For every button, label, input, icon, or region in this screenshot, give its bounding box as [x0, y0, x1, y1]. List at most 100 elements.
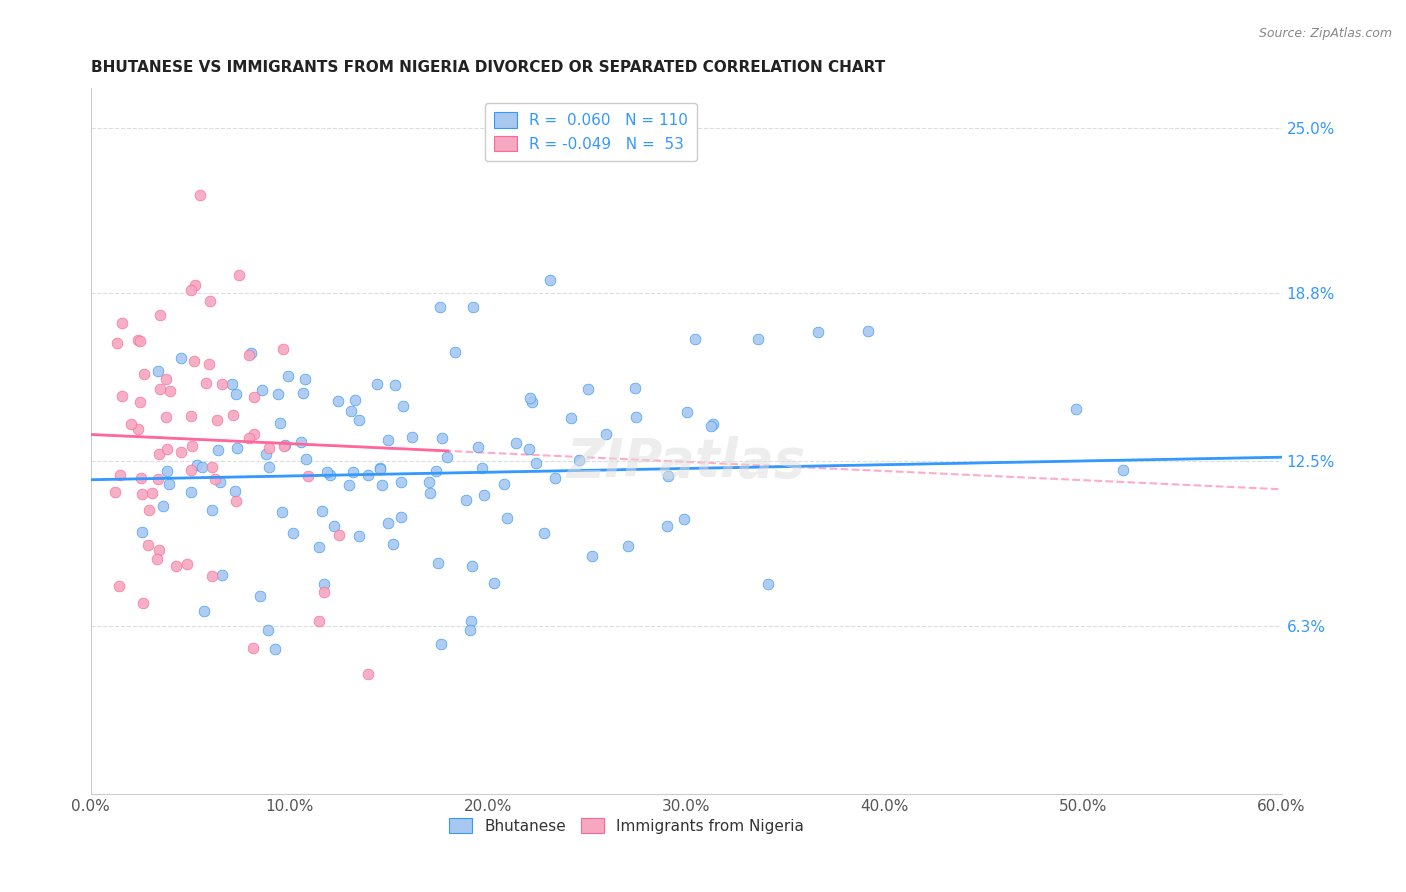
- Point: [193, 604, 215, 618]
- Point: [188, 187, 211, 202]
- Point: [311, 504, 333, 518]
- Point: [460, 623, 482, 637]
- Point: [243, 390, 266, 404]
- Point: [155, 372, 177, 386]
- Point: [1066, 401, 1088, 416]
- Point: [238, 348, 260, 362]
- Point: [225, 387, 247, 401]
- Point: [1112, 463, 1135, 477]
- Point: [389, 509, 412, 524]
- Point: [419, 486, 441, 500]
- Point: [700, 418, 723, 433]
- Point: [271, 505, 294, 519]
- Point: [467, 440, 489, 454]
- Point: [430, 431, 453, 445]
- Point: [146, 551, 169, 566]
- Point: [655, 519, 678, 533]
- Point: [368, 462, 391, 476]
- Text: BHUTANESE VS IMMIGRANTS FROM NIGERIA DIVORCED OR SEPARATED CORRELATION CHART: BHUTANESE VS IMMIGRANTS FROM NIGERIA DIV…: [90, 60, 884, 75]
- Point: [519, 391, 541, 405]
- Point: [401, 430, 423, 444]
- Point: [581, 549, 603, 564]
- Point: [129, 395, 152, 409]
- Point: [747, 333, 769, 347]
- Point: [198, 294, 221, 309]
- Point: [131, 524, 153, 539]
- Point: [430, 637, 453, 651]
- Point: [207, 413, 229, 427]
- Point: [208, 475, 231, 490]
- Point: [672, 512, 695, 526]
- Point: [134, 368, 156, 382]
- Point: [366, 376, 388, 391]
- Point: [377, 516, 399, 530]
- Point: [533, 526, 555, 541]
- Point: [242, 641, 264, 656]
- Point: [294, 372, 316, 386]
- Point: [292, 385, 315, 400]
- Point: [156, 464, 179, 478]
- Point: [259, 441, 281, 455]
- Point: [538, 273, 561, 287]
- Point: [127, 422, 149, 436]
- Point: [267, 387, 290, 401]
- Point: [294, 452, 316, 467]
- Point: [461, 559, 484, 574]
- Point: [273, 439, 295, 453]
- Point: [103, 484, 125, 499]
- Point: [436, 450, 458, 464]
- Point: [204, 472, 226, 486]
- Point: [254, 447, 277, 461]
- Point: [323, 519, 346, 533]
- Point: [222, 408, 245, 422]
- Point: [505, 436, 527, 450]
- Text: ZIPatlas: ZIPatlas: [567, 436, 806, 488]
- Point: [544, 470, 567, 484]
- Point: [250, 383, 273, 397]
- Point: [568, 453, 591, 467]
- Point: [368, 461, 391, 475]
- Point: [297, 469, 319, 483]
- Point: [257, 459, 280, 474]
- Point: [756, 577, 779, 591]
- Point: [132, 596, 155, 610]
- Point: [207, 443, 229, 458]
- Point: [127, 333, 149, 347]
- Point: [418, 475, 440, 489]
- Point: [429, 300, 451, 314]
- Point: [318, 467, 340, 482]
- Point: [157, 476, 180, 491]
- Point: [277, 368, 299, 383]
- Point: [271, 342, 294, 356]
- Point: [676, 405, 699, 419]
- Point: [340, 404, 363, 418]
- Point: [201, 568, 224, 582]
- Point: [107, 336, 129, 351]
- Point: [371, 478, 394, 492]
- Point: [156, 442, 179, 457]
- Point: [494, 476, 516, 491]
- Point: [425, 463, 447, 477]
- Point: [377, 434, 399, 448]
- Point: [155, 410, 177, 425]
- Point: [263, 642, 285, 657]
- Point: [121, 417, 143, 432]
- Point: [683, 332, 706, 346]
- Point: [343, 392, 366, 407]
- Point: [657, 469, 679, 483]
- Point: [180, 485, 202, 500]
- Point: [148, 472, 170, 486]
- Point: [482, 575, 505, 590]
- Point: [180, 283, 202, 297]
- Point: [225, 494, 247, 508]
- Point: [183, 354, 205, 368]
- Point: [148, 447, 170, 461]
- Point: [149, 308, 172, 322]
- Point: [129, 334, 152, 349]
- Point: [517, 442, 540, 456]
- Point: [238, 431, 260, 445]
- Point: [702, 417, 724, 431]
- Point: [495, 511, 517, 525]
- Point: [357, 467, 380, 482]
- Point: [392, 399, 415, 413]
